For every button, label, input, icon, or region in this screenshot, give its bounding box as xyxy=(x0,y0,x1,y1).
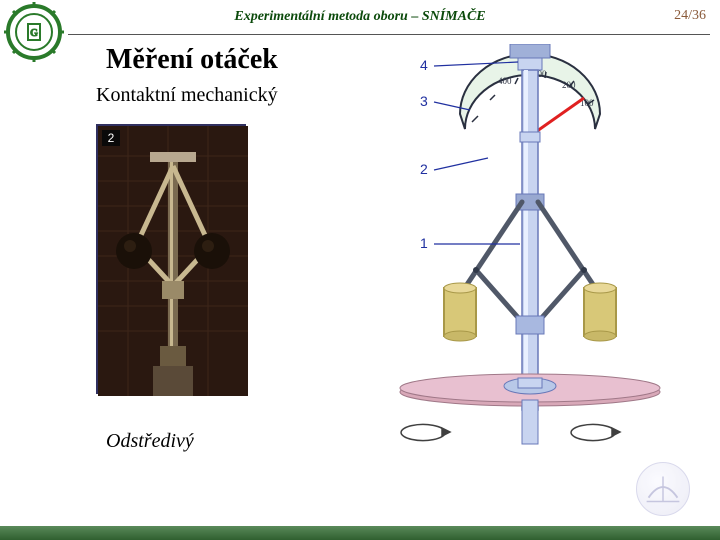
callout-2: 2 xyxy=(420,161,428,177)
svg-text:400: 400 xyxy=(498,76,512,86)
flyweight-left xyxy=(444,283,476,341)
subtitle: Kontaktní mechanický xyxy=(96,84,278,107)
flyweight-right xyxy=(584,283,616,341)
callout-4: 4 xyxy=(420,57,428,73)
institution-logo: G xyxy=(4,2,64,62)
footer-band xyxy=(0,526,720,540)
svg-text:G: G xyxy=(30,28,38,39)
header-divider xyxy=(68,34,710,35)
watermark-emblem xyxy=(636,462,690,516)
svg-text:200: 200 xyxy=(562,80,576,90)
course-title: Experimentální metoda oboru – SNÍMAČE xyxy=(0,9,720,25)
tachometer-diagram: 100 200 300 400 xyxy=(370,44,670,464)
page-title: Měření otáček xyxy=(106,44,278,76)
callout-3: 3 xyxy=(420,93,428,109)
governor-photo: 2 xyxy=(96,124,246,394)
photo-number-badge: 2 xyxy=(102,130,120,146)
callout-1: 1 xyxy=(420,235,428,251)
centrifugal-label: Odstředivý xyxy=(106,430,194,453)
page-number: 24/36 xyxy=(674,8,706,24)
